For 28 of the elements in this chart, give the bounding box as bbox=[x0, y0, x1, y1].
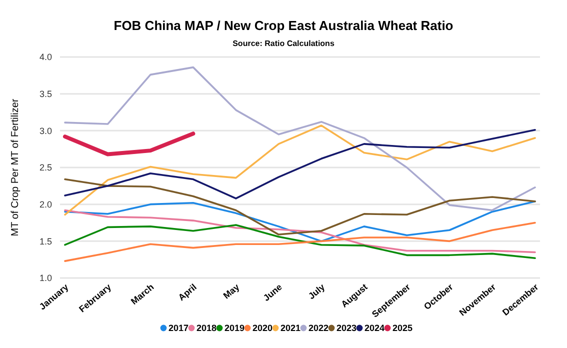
x-tick-label: May bbox=[221, 282, 242, 301]
line-series bbox=[64, 66, 536, 212]
legend-label: 2018 bbox=[196, 323, 217, 334]
x-tick-label: July bbox=[306, 282, 327, 302]
legend-label: 2019 bbox=[224, 323, 245, 334]
y-tick-label: 1.5 bbox=[39, 236, 52, 246]
y-tick-label: 2.0 bbox=[39, 199, 52, 210]
y-tick-label: 3.0 bbox=[39, 126, 52, 136]
y-axis-title: MT of Crop Per MT of Fertilizer bbox=[10, 98, 21, 236]
line-series bbox=[64, 178, 536, 236]
legend-label: 2024 bbox=[364, 323, 385, 334]
line-series bbox=[64, 124, 536, 216]
y-tick-label: 2.5 bbox=[39, 162, 52, 173]
legend-label: 2021 bbox=[280, 323, 301, 334]
y-tick-label: 3.5 bbox=[39, 88, 52, 99]
y-tick-label: 4.0 bbox=[39, 52, 52, 62]
legend-label: 2023 bbox=[336, 323, 357, 334]
chart-subtitle: Source: Ratio Calculations bbox=[232, 39, 335, 48]
chart-title: FOB China MAP / New Crop East Australia Wheat Ratio bbox=[114, 18, 454, 33]
line-series bbox=[63, 132, 196, 156]
line-series bbox=[64, 129, 536, 200]
legend-label: 2017 bbox=[168, 323, 189, 334]
line-series bbox=[64, 200, 536, 242]
legend-label: 2025 bbox=[392, 323, 413, 334]
legend-label: 2020 bbox=[252, 323, 273, 334]
line-series bbox=[64, 209, 536, 254]
legend-label: 2022 bbox=[308, 323, 329, 334]
y-tick-label: 1.0 bbox=[39, 273, 52, 284]
